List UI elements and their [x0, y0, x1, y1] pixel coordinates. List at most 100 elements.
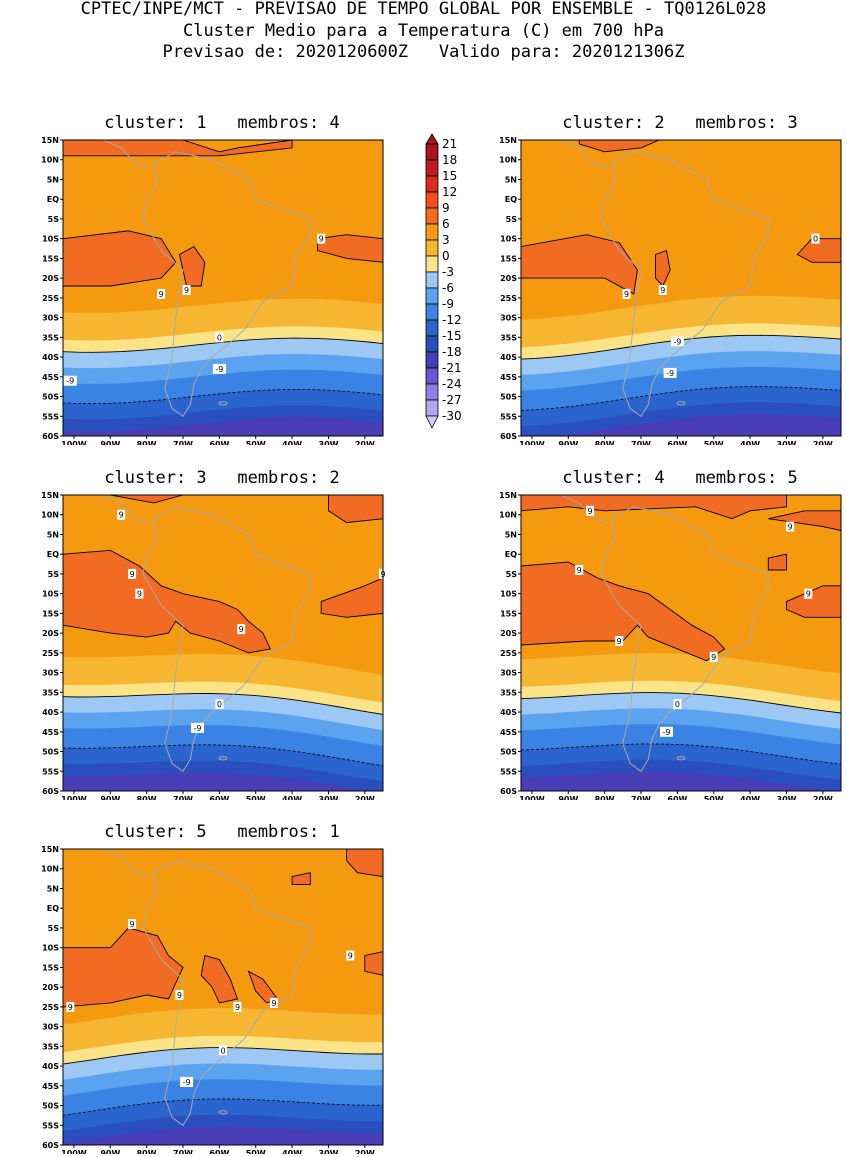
contour-label: 9	[711, 653, 716, 662]
colorbar-swatch	[425, 287, 439, 305]
lon-tick-label: 50W	[704, 440, 724, 445]
lat-tick-label: 5N	[505, 531, 517, 540]
colorbar-swatch	[425, 271, 439, 289]
lat-tick-label: 50S	[42, 748, 59, 757]
lat-tick-label: 10N	[41, 156, 59, 165]
contour-label-bg	[786, 521, 795, 532]
contour-label-bg	[215, 332, 224, 343]
map-panel-1: 9 9 9 0 -9 -9 15N 10N 5N EQ 5S 10S 15S 20S 25S 30S 35S 40…	[41, 136, 384, 445]
falklands-outline	[218, 401, 228, 406]
lat-tick-label: 55S	[42, 412, 59, 421]
contour-label-bg	[215, 699, 224, 710]
colorbar-swatch	[425, 319, 439, 337]
lat-tick-label: 15S	[42, 609, 59, 618]
map-panel-3: 999990-915N10N5NEQ5S10S15S20S25S30S35S40…	[41, 491, 387, 800]
warm-contour	[578, 140, 660, 153]
warm-contour	[291, 872, 311, 885]
contour-label: 9	[130, 570, 135, 579]
contour-label: 9	[119, 511, 124, 520]
lat-tick-label: EQ	[505, 550, 517, 559]
colorbar-label: 21	[442, 137, 457, 151]
lon-tick-label: 90W	[558, 795, 578, 800]
temperature-band	[521, 414, 841, 436]
colorbar-label: -9	[442, 297, 454, 311]
contour-label-bg	[66, 1001, 75, 1012]
lat-tick-label: 35S	[42, 688, 59, 697]
colorbar-swatch	[425, 367, 439, 385]
lat-tick-label: 50S	[42, 1102, 59, 1111]
lat-tick-label: 30S	[42, 314, 59, 323]
colorbar-label: 12	[442, 185, 457, 199]
contour-label: -9	[183, 1078, 191, 1087]
lon-tick-label: 100W	[61, 795, 87, 800]
colorbar-bottom-arrow	[425, 415, 439, 429]
south-america-outline	[600, 151, 769, 418]
colorbar-swatch	[425, 159, 439, 177]
map-frame	[520, 139, 842, 437]
header-line-1: CPTEC/INPE/MCT - PREVISAO DE TEMPO GLOBA…	[80, 0, 767, 19]
warm-contour	[63, 140, 293, 157]
contour-label: -9	[194, 724, 202, 733]
lat-tick-label: 15N	[41, 136, 59, 145]
lat-tick-label: 10N	[41, 865, 59, 874]
warm-contour	[768, 510, 841, 531]
colorbar-swatch	[425, 399, 439, 417]
warm-contour	[110, 495, 184, 504]
warm-contour	[364, 951, 383, 976]
contour-label-bg	[658, 285, 667, 295]
lat-tick-label: 15S	[500, 254, 517, 263]
lon-tick-label: 30W	[319, 440, 339, 445]
contour-label-bg	[663, 367, 677, 378]
south-america-outline	[142, 506, 311, 773]
contour-label-bg	[117, 509, 126, 520]
contour-label: -9	[663, 728, 671, 737]
lat-tick-label: 50S	[500, 748, 517, 757]
contour-label: 9	[348, 952, 353, 961]
contour-label-bg	[212, 363, 226, 374]
lon-tick-label: 80W	[137, 1149, 157, 1154]
lat-tick-label: 40S	[42, 353, 59, 362]
contour-label-bg	[128, 568, 137, 579]
lat-tick-label: 25S	[500, 649, 517, 658]
lat-tick-label: 40S	[500, 353, 517, 362]
zero-contour	[521, 692, 841, 714]
map-frame	[62, 848, 384, 1146]
contour-label: 9	[177, 991, 182, 1000]
lat-tick-label: 60S	[42, 787, 59, 796]
contour-label: 9	[806, 590, 811, 599]
temperature-band	[63, 1126, 383, 1145]
lon-tick-label: 20W	[813, 795, 833, 800]
minus9-contour	[63, 388, 383, 405]
contour-label: 9	[137, 590, 142, 599]
warm-contour	[63, 230, 177, 287]
lat-tick-label: 50S	[500, 393, 517, 402]
lat-tick-label: 10N	[41, 511, 59, 520]
lat-tick-label: 15N	[41, 845, 59, 854]
contour-label: 9	[577, 566, 582, 575]
lon-tick-label: 60W	[209, 1149, 229, 1154]
lat-tick-label: EQ	[47, 195, 59, 204]
colorbar-label: 3	[442, 233, 450, 247]
zero-contour	[63, 693, 383, 715]
lat-tick-label: 5N	[47, 885, 59, 894]
lat-tick-label: 10S	[42, 944, 59, 953]
contour-label: 9	[319, 235, 324, 244]
south-america-outline	[142, 151, 311, 418]
lon-tick-label: 50W	[704, 795, 724, 800]
lon-tick-label: 80W	[137, 795, 157, 800]
lon-tick-label: 100W	[519, 440, 545, 445]
contour-label-bg	[673, 699, 682, 710]
lon-tick-label: 20W	[813, 440, 833, 445]
contour-label: -9	[215, 365, 223, 374]
contour-label-bg	[615, 636, 624, 646]
warm-contour	[767, 553, 787, 571]
lat-tick-label: EQ	[505, 195, 517, 204]
colorbar-label: -18	[442, 345, 462, 359]
map-field	[521, 140, 841, 436]
lat-tick-label: 15N	[499, 491, 517, 500]
contour-label: 9	[130, 920, 135, 929]
lon-tick-label: 60W	[667, 440, 687, 445]
header-line-3: Previsao de: 2020120600Z Valido para: 20…	[162, 42, 685, 62]
contour-label-bg	[219, 1045, 227, 1056]
central-america-outline	[101, 849, 151, 878]
